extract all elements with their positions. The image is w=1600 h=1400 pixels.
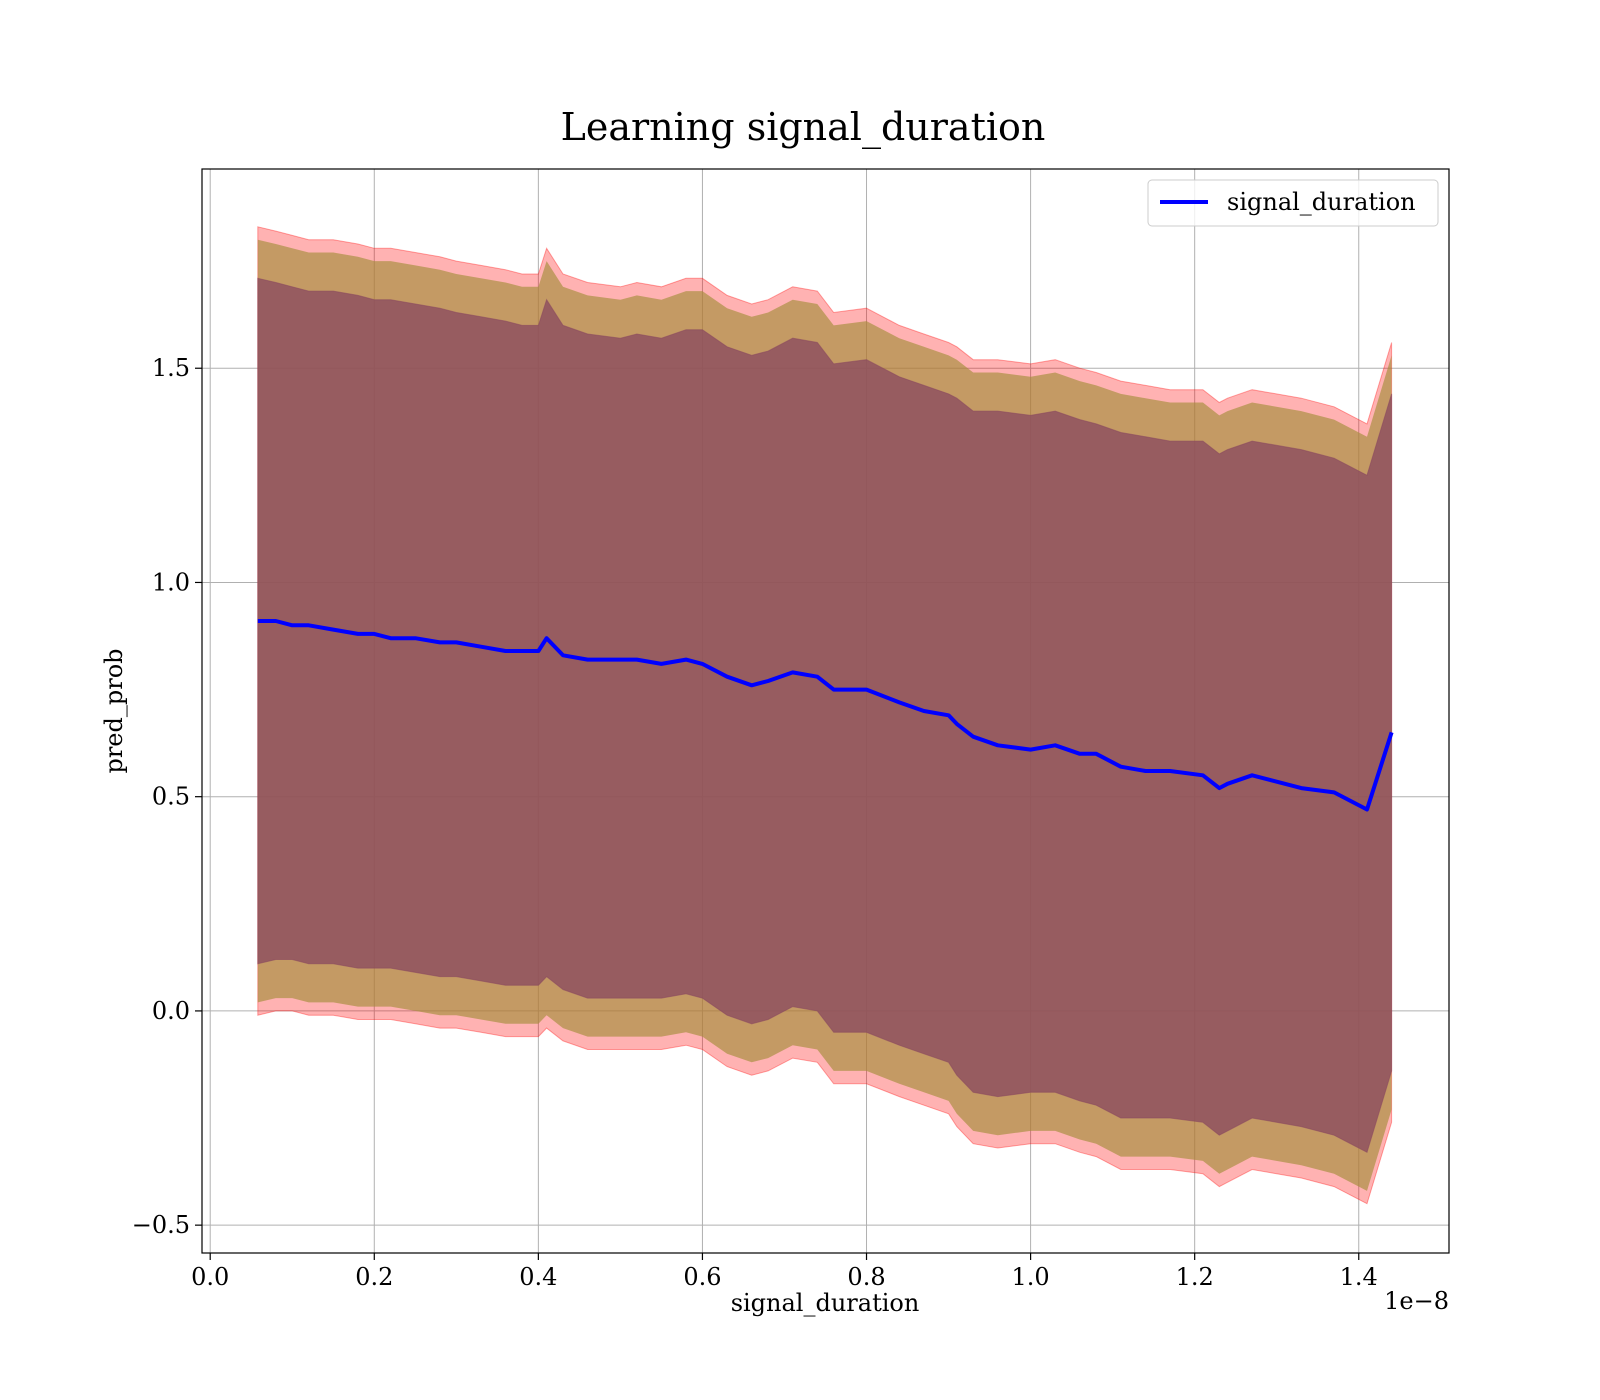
inner-band xyxy=(257,277,1393,1154)
x-tick-label: 0.8 xyxy=(847,1263,885,1291)
x-tick-label: 0.2 xyxy=(355,1263,393,1291)
confidence-bands xyxy=(257,226,1393,1205)
series-lines xyxy=(257,619,1394,812)
y-tick-label: 0.5 xyxy=(152,783,190,811)
x-axis-label: signal_duration xyxy=(731,1289,920,1317)
chart-title: Learning signal_duration xyxy=(561,105,1046,150)
x-tick-label: 0.6 xyxy=(683,1263,721,1291)
y-tick-label: 0.0 xyxy=(152,997,190,1025)
series-line xyxy=(257,619,1394,812)
legend: signal_duration xyxy=(1147,179,1439,227)
y-tick-label: 1.0 xyxy=(152,568,190,596)
axis-ticks: 0.0 0.2 0.4 0.6 0.8 1.0 1.2 1.4−0.50.00.51.01.5 xyxy=(132,354,1378,1291)
y-tick-label: −0.5 xyxy=(132,1211,190,1239)
legend-label: signal_duration xyxy=(1227,188,1416,216)
x-tick-label: 0.0 xyxy=(191,1263,229,1291)
y-axis-label: pred_prob xyxy=(100,648,128,773)
x-tick-label: 1.4 xyxy=(1340,1263,1378,1291)
x-offset-label: 1e−8 xyxy=(1384,1287,1449,1315)
x-tick-label: 0.4 xyxy=(519,1263,557,1291)
y-tick-label: 1.5 xyxy=(152,354,190,382)
x-tick-label: 1.2 xyxy=(1176,1263,1214,1291)
legend-box xyxy=(1147,179,1439,227)
x-tick-label: 1.0 xyxy=(1012,1263,1050,1291)
plot-frame xyxy=(201,168,1450,1254)
